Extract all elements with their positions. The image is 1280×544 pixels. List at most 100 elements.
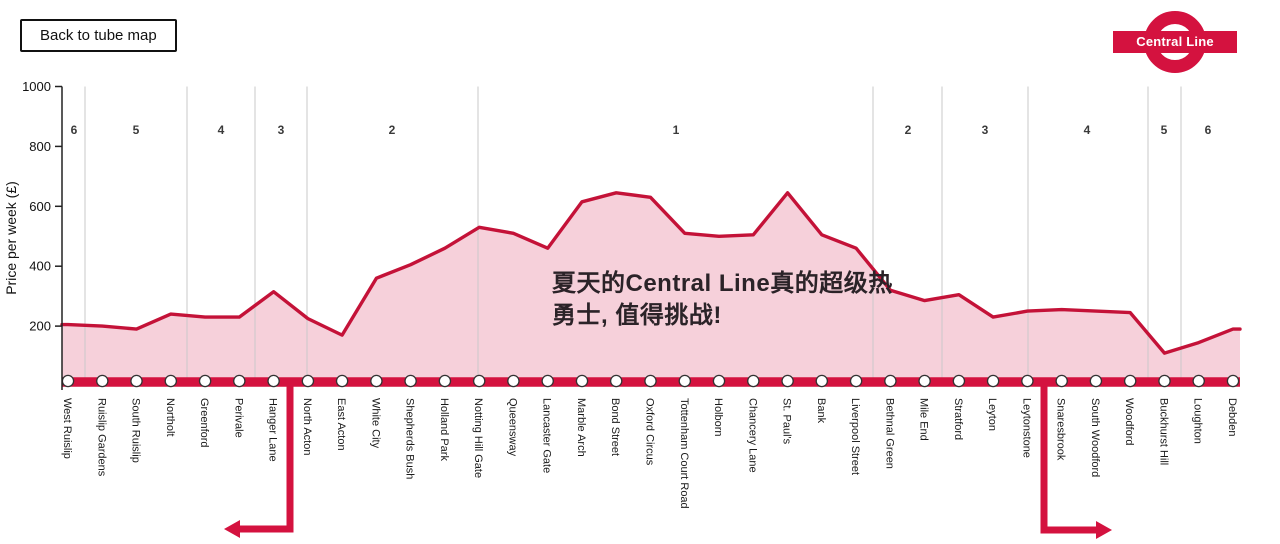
zone-label: 1 [673,123,680,137]
station-label: Marble Arch [575,398,587,457]
station-dot[interactable] [61,374,75,388]
station-label: Oxford Circus [644,398,656,466]
zone-label: 3 [982,123,989,137]
station-dot[interactable] [164,374,178,388]
station-label: East Acton [335,398,347,451]
station-dot[interactable] [438,374,452,388]
station-label: Bank [815,398,827,424]
station-label: Northolt [164,398,176,437]
station-dot[interactable] [267,374,280,388]
station-dot[interactable] [1021,374,1034,388]
station-label: St. Paul's [781,398,793,445]
station-dot[interactable] [1055,374,1068,388]
station-label: Hanger Lane [267,398,279,462]
station-label: Snaresbrook [1055,398,1067,461]
station-label: Greenford [198,398,210,448]
station-label: South Ruislip [130,398,142,463]
station-label: Mile End [918,398,930,441]
y-axis-tick-label: 200 [29,319,51,334]
roundel-label: Central Line [1136,34,1214,49]
station-label: Chancery Lane [746,398,758,473]
zone-label: 5 [1161,123,1168,137]
y-axis-tick-label: 600 [29,199,51,214]
station-label: Debden [1226,398,1238,437]
station-dot[interactable] [96,374,109,388]
zone-label: 6 [71,123,78,137]
station-dot[interactable] [712,374,726,388]
station-label: Lancaster Gate [541,398,553,473]
station-dot[interactable] [815,374,829,388]
price-curve [60,191,1242,355]
station-label: Loughton [1192,398,1204,444]
station-label: White City [369,398,381,449]
zone-label: 2 [389,123,396,137]
zone-label: 6 [1205,123,1212,137]
station-label: Woodford [1123,398,1135,446]
station-label: Holland Park [438,398,450,461]
station-dot[interactable] [541,374,554,388]
annotation-line-2: 勇士, 值得挑战! [552,302,722,329]
station-dot[interactable] [781,374,794,388]
station-dot[interactable] [678,374,692,388]
station-dot[interactable] [952,374,966,388]
station-label: Notting Hill Gate [472,398,484,478]
station-dot[interactable] [507,374,520,388]
station-label: Shepherds Bush [404,398,416,479]
zone-label: 4 [1084,123,1091,137]
station-label: Holborn [712,398,724,437]
station-dot[interactable] [747,374,760,388]
station-label: Stratford [952,398,964,440]
station-label: South Woodford [1089,398,1101,477]
price-area [62,192,1240,382]
zone-label: 5 [133,123,140,137]
chart-annotation: 夏天的Central Line真的超级热 勇士, 值得挑战! [552,268,893,332]
station-dot[interactable] [849,374,863,388]
station-dot[interactable] [130,374,143,388]
station-dot[interactable] [609,374,623,388]
branch-arrow-right [1040,382,1096,534]
branch-arrowhead-icon-left [224,520,240,538]
zone-label: 4 [218,123,225,137]
roundel-bar: Central Line [1113,31,1237,53]
station-dot[interactable] [884,374,897,388]
back-to-tube-map-button[interactable]: Back to tube map [20,19,177,52]
zone-label: 3 [278,123,285,137]
station-dot[interactable] [198,374,212,388]
station-dot[interactable] [1192,374,1205,388]
station-dot[interactable] [404,374,417,388]
station-dot[interactable] [1226,374,1240,388]
station-dot[interactable] [301,374,315,388]
station-dot[interactable] [986,374,1000,388]
station-label: Bond Street [609,398,621,456]
station-dot[interactable] [472,374,486,388]
station-label: West Ruislip [61,398,73,459]
station-label: Leyton [986,398,998,431]
station-label: Buckhurst Hill [1158,398,1170,465]
y-axis-title: Price per week (£) [3,181,19,295]
station-dot[interactable] [644,374,657,388]
station-label: Queensway [506,398,518,457]
central-line-roundel: Central Line [1113,10,1237,78]
zone-label: 2 [905,123,912,137]
y-axis-tick-label: 400 [29,259,51,274]
branch-arrowhead-icon-right [1096,521,1112,539]
annotation-line-1: 夏天的Central Line真的超级热 [552,270,893,297]
station-dot[interactable] [370,374,383,388]
station-label: Perivale [232,398,244,438]
branch-arrow-left [240,382,294,533]
station-label: Tottenham Court Road [678,398,690,509]
station-label: Ruislip Gardens [95,398,107,477]
station-dot[interactable] [335,374,349,388]
station-dot[interactable] [1123,374,1137,388]
station-label: Bethnal Green [883,398,895,469]
station-dot[interactable] [1158,374,1171,388]
station-dot[interactable] [918,374,931,388]
station-dot[interactable] [233,374,246,388]
station-dot[interactable] [1089,374,1103,388]
station-dot[interactable] [575,374,589,388]
station-label: North Acton [301,398,313,455]
y-axis-tick-label: 1000 [22,79,51,94]
station-label: Leytonstone [1020,398,1032,458]
